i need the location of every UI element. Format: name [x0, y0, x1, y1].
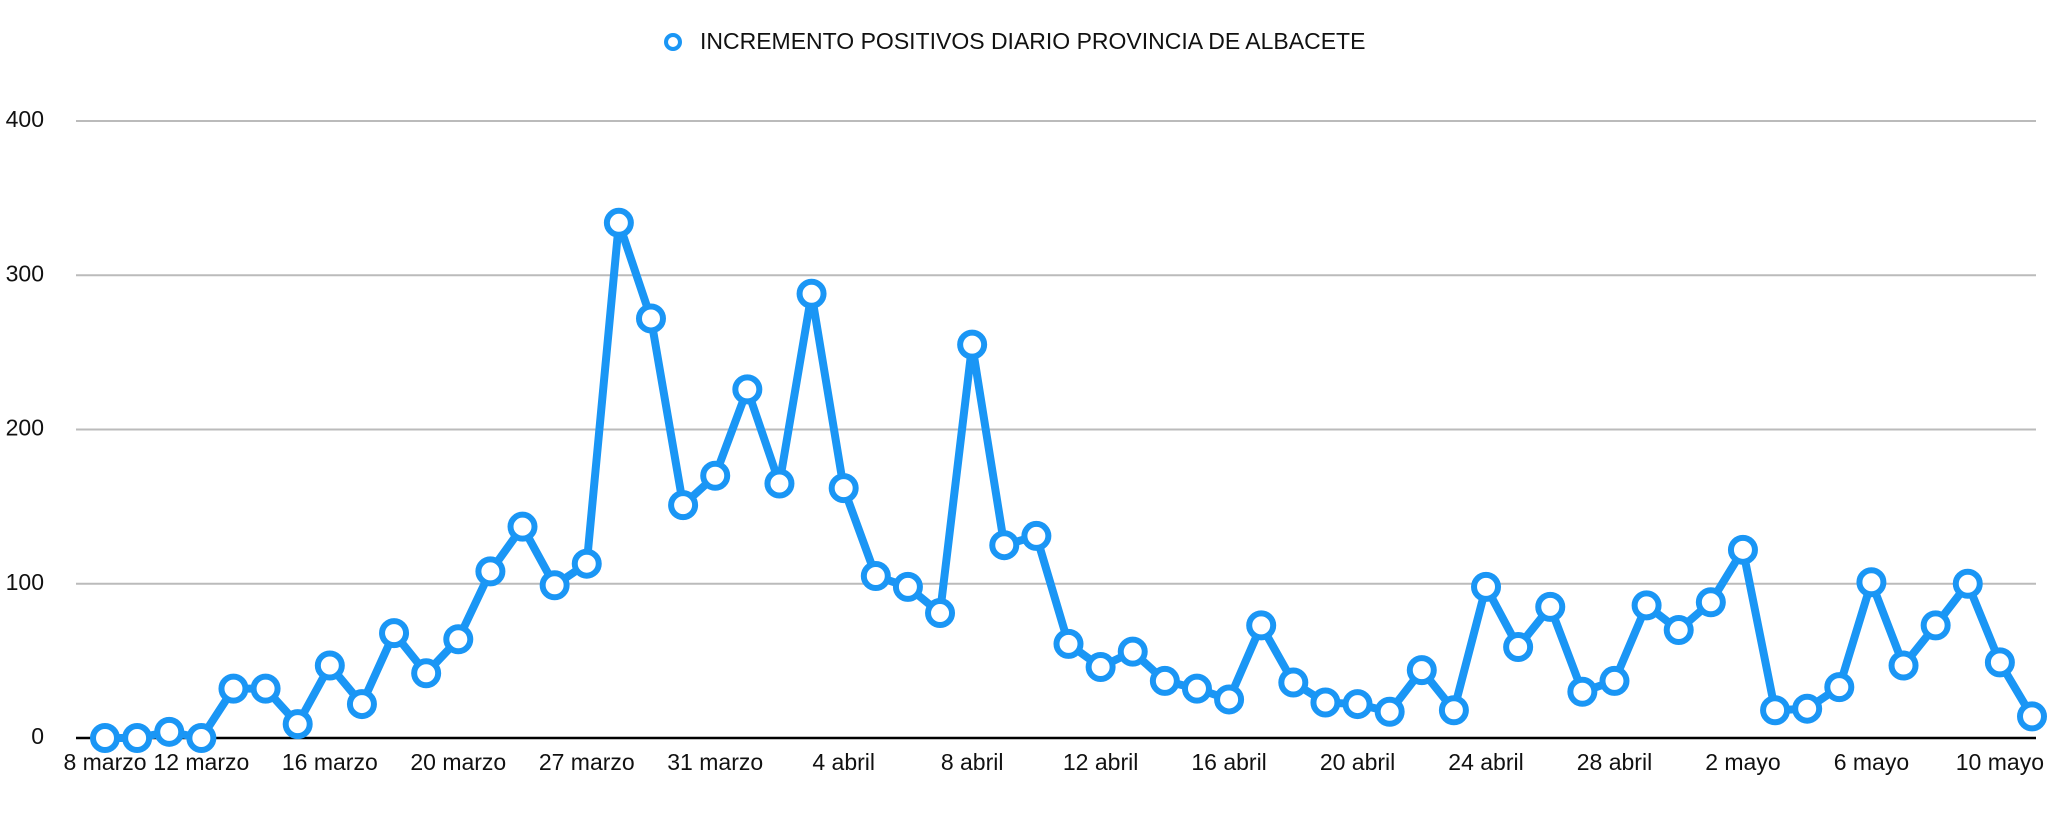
legend-marker [664, 33, 682, 51]
point [90, 723, 120, 753]
point [346, 689, 377, 720]
point [1181, 673, 1212, 704]
x-tick-label: 2 mayo [1705, 749, 1780, 775]
point [1792, 693, 1823, 724]
point [1021, 520, 1052, 551]
point [1663, 615, 1694, 646]
point [957, 329, 988, 360]
x-tick-label: 31 marzo [667, 749, 763, 775]
point [1053, 628, 1084, 659]
x-tick-label: 16 abril [1191, 749, 1266, 775]
point [1310, 687, 1341, 718]
y-tick-label: 300 [6, 260, 44, 286]
point [1374, 696, 1405, 727]
point [314, 650, 345, 681]
point [475, 556, 506, 587]
point [1535, 591, 1566, 622]
point [571, 548, 602, 579]
point [1085, 652, 1116, 683]
point [1278, 667, 1309, 698]
point [668, 490, 699, 521]
point [186, 723, 217, 753]
x-tick-label: 8 abril [941, 749, 1004, 775]
point [1631, 590, 1662, 621]
point [1342, 689, 1373, 720]
x-tick-label: 12 marzo [153, 749, 249, 775]
x-tick-label: 12 abril [1063, 749, 1138, 775]
point [1952, 568, 1983, 599]
point [1695, 587, 1726, 618]
point [603, 207, 634, 238]
point [250, 673, 281, 704]
point [1406, 655, 1437, 686]
point [796, 278, 827, 309]
point [1471, 571, 1502, 602]
point [1599, 665, 1630, 696]
point [892, 571, 923, 602]
point [1984, 647, 2015, 678]
point [764, 468, 795, 499]
y-tick-label: 400 [6, 106, 44, 132]
x-tick-label: 24 abril [1448, 749, 1523, 775]
x-tick-label: 16 marzo [282, 749, 378, 775]
point [1727, 534, 1758, 565]
point [635, 303, 666, 334]
x-tick-label: 20 marzo [410, 749, 506, 775]
point [828, 473, 859, 504]
point [443, 624, 474, 655]
point [1246, 610, 1277, 641]
point [1117, 636, 1148, 667]
x-tick-label: 10 mayo [1956, 749, 2044, 775]
point [732, 374, 763, 405]
point [700, 460, 731, 491]
point [2017, 701, 2047, 732]
point [989, 530, 1020, 561]
point [1149, 665, 1180, 696]
point [1760, 695, 1791, 726]
point [218, 673, 249, 704]
x-tick-label: 6 mayo [1834, 749, 1909, 775]
point [1567, 676, 1598, 707]
point [925, 598, 956, 629]
point [507, 511, 538, 542]
point [1503, 631, 1534, 662]
point [1824, 672, 1855, 703]
point [122, 723, 153, 753]
y-tick-label: 100 [6, 569, 44, 595]
x-tick-label: 27 marzo [539, 749, 635, 775]
point [1888, 650, 1919, 681]
line [105, 218, 2036, 742]
point [860, 561, 891, 592]
x-tick-label: 8 marzo [63, 749, 146, 775]
x-tick-label: 20 abril [1320, 749, 1395, 775]
point [1856, 567, 1887, 598]
legend-label: INCREMENTO POSITIVOS DIARIO PROVINCIA DE… [700, 28, 1365, 54]
x-tick-label: 28 abril [1577, 749, 1652, 775]
point [411, 658, 442, 689]
point [282, 709, 313, 740]
point [1920, 610, 1951, 641]
y-tick-label: 200 [6, 415, 44, 441]
point [379, 618, 410, 649]
point [154, 716, 185, 747]
point [539, 570, 570, 601]
y-tick-label: 0 [31, 723, 44, 749]
point [1438, 695, 1469, 726]
point [1214, 684, 1245, 715]
x-tick-label: 4 abril [812, 749, 875, 775]
